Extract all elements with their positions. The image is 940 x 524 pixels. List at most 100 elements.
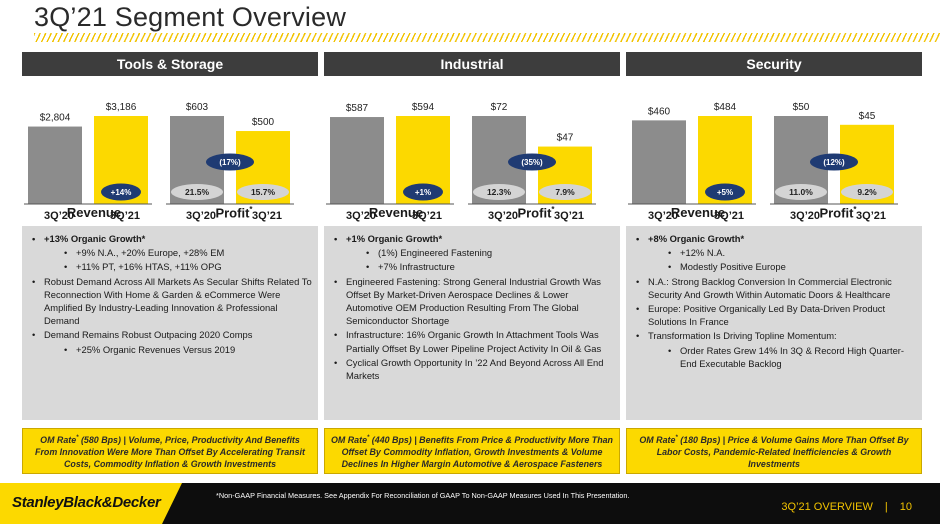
- growth-label: +1%: [415, 188, 431, 197]
- commentary-bullet: Order Rates Grew 14% In 3Q & Record High…: [634, 344, 916, 370]
- period-label: 3Q’21: [714, 210, 744, 222]
- non-gaap-mark: *: [853, 205, 857, 214]
- non-gaap-mark: *: [675, 434, 678, 441]
- bar-charts-svg: $587 $594 +1% $72 12.3% $47 7.9% (35%): [326, 102, 596, 205]
- company-logo: StanleyBlack&Decker: [12, 494, 161, 511]
- profit-change-label: (35%): [521, 158, 543, 167]
- commentary-bullet: Transformation Is Driving Topline Moment…: [634, 329, 916, 342]
- non-gaap-mark: *: [249, 205, 253, 214]
- commentary-panel: +8% Organic Growth*+12% N.A.Modestly Pos…: [626, 226, 922, 420]
- margin-label: 9.2%: [857, 187, 877, 197]
- om-rate-prefix: OM Rate: [331, 434, 367, 445]
- profit-change-bubble: [508, 153, 556, 171]
- period-label: 3Q’20: [186, 210, 216, 222]
- revenue-title: Revenue: [368, 205, 424, 220]
- growth-label: +5%: [717, 188, 733, 197]
- separator: |: [884, 501, 888, 513]
- period-label: 3Q’20: [648, 210, 678, 222]
- period-label: 3Q’21: [856, 210, 886, 222]
- commentary-bullet: +1% Organic Growth*: [332, 232, 614, 245]
- segment-panel: Industrial $587 $594 +1% $72 12.3% $47 7.9% (35%…: [324, 52, 620, 474]
- om-rate-text: OM Rate* (580 Bps) | Volume, Price, Prod…: [29, 432, 311, 471]
- commentary-panel: +1% Organic Growth*(1%) Engineered Faste…: [324, 226, 620, 420]
- commentary-bullet: (1%) Engineered Fastening: [332, 246, 614, 259]
- commentary-bullet: +11% PT, +16% HTAS, +11% OPG: [30, 260, 312, 273]
- om-rate-callout: OM Rate* (180 Bps) | Price & Volume Gain…: [626, 428, 922, 474]
- commentary-bullet: Engineered Fastening: Strong General Ind…: [332, 275, 614, 328]
- commentary-bullet: +13% Organic Growth*: [30, 232, 312, 245]
- period-label: 3Q’20: [488, 210, 518, 222]
- non-gaap-mark: *: [551, 205, 555, 214]
- segment-panel: Security $460 $484 +5% $50 11.0% $45 9.2% (12%) 3…: [626, 52, 922, 474]
- om-rate-prefix: OM Rate: [40, 434, 77, 445]
- period-label: 3Q’21: [252, 210, 282, 222]
- period-label: 3Q’20: [790, 210, 820, 222]
- revenue-title: Revenue: [66, 205, 122, 220]
- segment-charts: $2,804 $3,186 +14% $603 21.5% $500 15.7% (17%): [22, 76, 318, 226]
- period-label: 3Q’20: [44, 210, 74, 222]
- commentary-panel: +13% Organic Growth*+9% N.A., +20% Europ…: [22, 226, 318, 420]
- margin-oval: [775, 184, 827, 200]
- margin-oval: [237, 184, 289, 200]
- commentary-bullet: Robust Demand Across All Markets As Secu…: [30, 275, 312, 328]
- commentary-bullet: Modestly Positive Europe: [634, 260, 916, 273]
- footer-bar: StanleyBlack&Decker *Non-GAAP Financial …: [0, 483, 940, 524]
- profit-value-label: $45: [859, 111, 876, 122]
- logo-badge: StanleyBlack&Decker: [0, 483, 182, 524]
- profit-change-label: (17%): [219, 158, 241, 167]
- commentary-bullet: Europe: Positive Organically Led By Data…: [634, 302, 916, 328]
- period-label: 3Q’21: [412, 210, 442, 222]
- growth-bubble: [705, 183, 745, 201]
- margin-label: 12.3%: [487, 187, 512, 197]
- segment-header: Security: [626, 52, 922, 76]
- revenue-bar-3q20: [632, 120, 686, 204]
- profit-value-label: $47: [557, 133, 574, 144]
- profit-change-label: (12%): [823, 158, 845, 167]
- revenue-value-label: $484: [714, 102, 737, 113]
- period-label: 3Q’21: [110, 210, 140, 222]
- commentary-list: +1% Organic Growth*(1%) Engineered Faste…: [332, 232, 614, 382]
- om-rate-callout: OM Rate* (580 Bps) | Volume, Price, Prod…: [22, 428, 318, 474]
- growth-bubble: [101, 183, 141, 201]
- om-rate-body: (580 Bps) | Volume, Price, Productivity …: [35, 434, 305, 470]
- profit-title: Profit*: [174, 205, 294, 220]
- commentary-list: +13% Organic Growth*+9% N.A., +20% Europ…: [30, 232, 312, 356]
- bar-charts-svg: $2,804 $3,186 +14% $603 21.5% $500 15.7% (17%): [24, 102, 294, 205]
- margin-label: 7.9%: [555, 187, 575, 197]
- om-rate-body: (440 Bps) | Benefits From Price & Produc…: [341, 434, 613, 470]
- commentary-bullet: Cyclical Growth Opportunity In ’22 And B…: [332, 356, 614, 382]
- segment-charts: $587 $594 +1% $72 12.3% $47 7.9% (35%): [324, 76, 620, 226]
- om-rate-text: OM Rate* (440 Bps) | Benefits From Price…: [331, 432, 613, 471]
- profit-change-bubble: [810, 153, 858, 171]
- segment-charts: $460 $484 +5% $50 11.0% $45 9.2% (12%): [626, 76, 922, 226]
- profit-title-text: Profit: [215, 205, 250, 221]
- om-rate-text: OM Rate* (180 Bps) | Price & Volume Gain…: [633, 432, 915, 471]
- page-number: 10: [899, 501, 912, 513]
- om-rate-body: (180 Bps) | Price & Volume Gains More Th…: [656, 434, 909, 470]
- commentary-bullet: +7% Infrastructure: [332, 260, 614, 273]
- commentary-bullet: Demand Remains Robust Outpacing 2020 Com…: [30, 328, 312, 341]
- segment-header: Tools & Storage: [22, 52, 318, 76]
- section-name: 3Q’21 OVERVIEW: [781, 501, 873, 513]
- om-rate-callout: OM Rate* (440 Bps) | Benefits From Price…: [324, 428, 620, 474]
- profit-title: Profit*: [778, 205, 898, 220]
- revenue-value-label: $594: [412, 102, 435, 113]
- om-rate-prefix: OM Rate: [639, 434, 676, 445]
- commentary-bullet: +8% Organic Growth*: [634, 232, 916, 245]
- growth-label: +14%: [111, 188, 132, 197]
- revenue-bar-3q20: [330, 117, 384, 204]
- profit-value-label: $500: [252, 117, 275, 128]
- profit-value-label: $603: [186, 102, 209, 113]
- margin-oval: [539, 184, 591, 200]
- non-gaap-mark: *: [367, 434, 370, 441]
- period-label: 3Q’21: [554, 210, 584, 222]
- commentary-bullet: +12% N.A.: [634, 246, 916, 259]
- revenue-value-label: $3,186: [106, 102, 137, 113]
- commentary-bullet: Infrastructure: 16% Organic Growth In At…: [332, 328, 614, 354]
- profit-value-label: $72: [491, 102, 508, 113]
- profit-title-text: Profit: [819, 205, 854, 221]
- commentary-list: +8% Organic Growth*+12% N.A.Modestly Pos…: [634, 232, 916, 370]
- non-gaap-mark: *: [76, 434, 79, 441]
- segment-header: Industrial: [324, 52, 620, 76]
- margin-label: 21.5%: [185, 187, 210, 197]
